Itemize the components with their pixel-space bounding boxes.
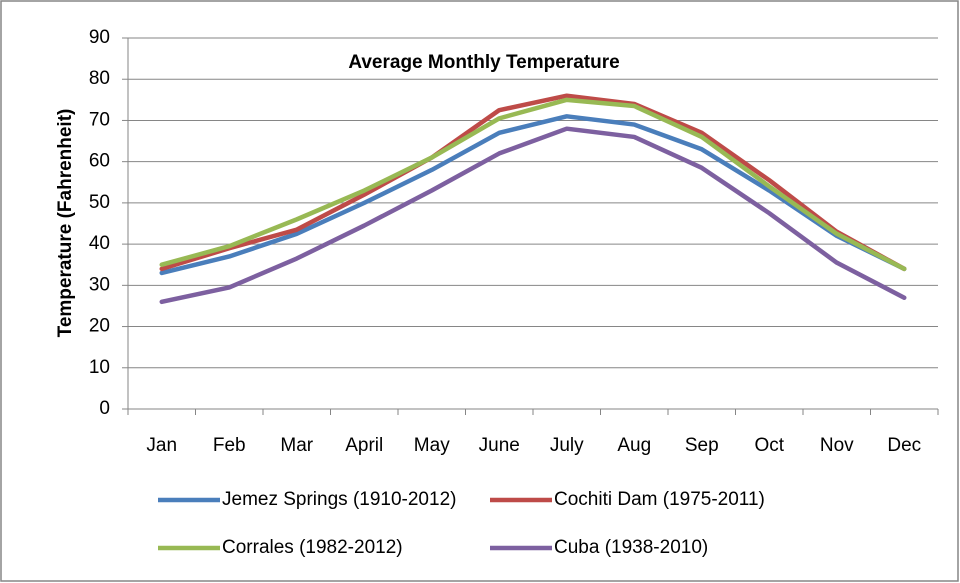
legend-label: Jemez Springs (1910-2012) [222, 489, 456, 510]
x-tick-label: May [414, 435, 450, 456]
y-axis-label: Temperature (Fahrenheit) [55, 109, 76, 338]
y-tick-label: 70 [89, 109, 110, 130]
legend-label: Cuba (1938-2010) [554, 537, 708, 558]
x-tick-label: Jan [146, 435, 177, 456]
series-line [159, 126, 907, 305]
x-tick-label: Dec [887, 435, 921, 456]
y-tick-label: 50 [89, 192, 110, 213]
y-tick-label: 80 [89, 68, 110, 89]
y-tick-label: 60 [89, 151, 110, 172]
series-line [159, 97, 907, 272]
x-tick-label: Feb [213, 435, 246, 456]
series-line [159, 114, 907, 276]
x-tick-label: Sep [685, 435, 719, 456]
legend-label: Cochiti Dam (1975-2011) [554, 489, 765, 510]
y-tick-label: 90 [89, 27, 110, 48]
y-tick-label: 30 [89, 274, 110, 295]
y-tick-label: 10 [89, 357, 110, 378]
y-tick-label: 40 [89, 233, 110, 254]
x-tick-label: Mar [280, 435, 313, 456]
x-tick-label: Aug [617, 435, 651, 456]
legend-label: Corrales (1982-2012) [222, 537, 403, 558]
chart-title: Average Monthly Temperature [348, 52, 619, 73]
x-tick-label: Oct [754, 435, 784, 456]
series-line [159, 93, 907, 272]
y-tick-label: 20 [89, 316, 110, 337]
y-tick-label: 0 [99, 398, 110, 419]
x-tick-label: Nov [820, 435, 854, 456]
x-tick-label: June [479, 435, 520, 456]
x-tick-label: April [345, 435, 383, 456]
x-tick-label: July [550, 435, 584, 456]
